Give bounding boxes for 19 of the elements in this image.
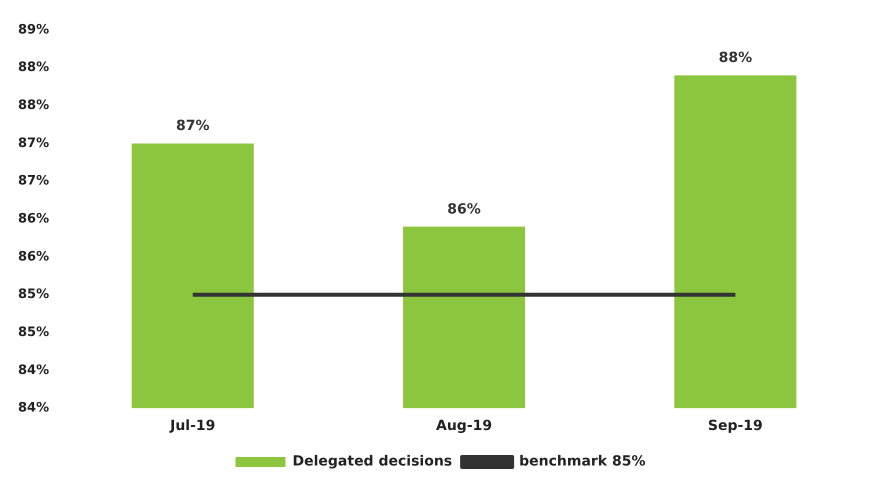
y-tick-label: 85% <box>18 287 50 302</box>
y-tick-label: 86% <box>18 249 50 264</box>
x-tick-label: Sep-19 <box>708 418 763 434</box>
data-label: 86% <box>447 201 481 218</box>
data-label: 88% <box>718 50 752 66</box>
y-tick-label: 84% <box>18 400 50 416</box>
y-tick-label: 84% <box>18 362 50 378</box>
y-tick-label: 88% <box>18 98 50 114</box>
y-tick-label: 89% <box>18 22 50 38</box>
x-tick-label: Aug-19 <box>436 418 492 434</box>
y-tick-label: 86% <box>18 211 50 226</box>
y-tick-label: 85% <box>18 324 50 340</box>
data-label: 87% <box>176 118 210 134</box>
y-tick-label: 87% <box>18 174 50 189</box>
x-tick-label: Jul-19 <box>169 418 216 434</box>
legend-label: benchmark 85% <box>519 454 646 470</box>
y-tick-label: 87% <box>18 136 50 151</box>
legend-label: Delegated decisions <box>292 454 452 470</box>
y-tick-label: 88% <box>18 60 50 76</box>
